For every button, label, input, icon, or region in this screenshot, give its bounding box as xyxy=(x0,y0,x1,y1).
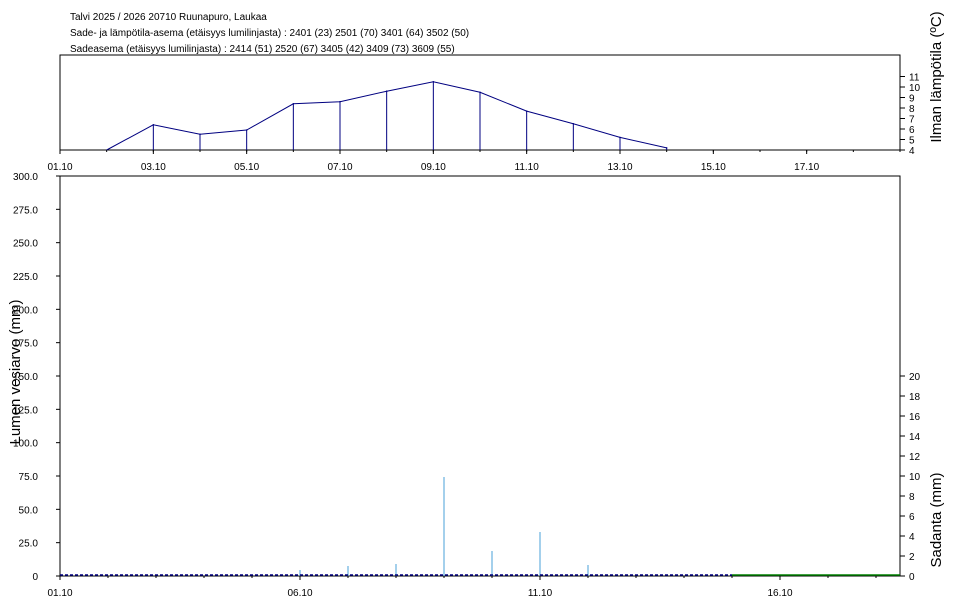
temperature-point xyxy=(665,147,668,149)
snow-y-tick-label: 175.0 xyxy=(13,339,38,350)
precip-y-tick-label: 16 xyxy=(909,412,921,423)
snow-precipitation-panel: 025.050.075.0100.0125.0150.0175.0200.022… xyxy=(13,172,921,599)
temperature-y-tick-label: 5 xyxy=(909,136,915,147)
snow-y-tick-label: 50.0 xyxy=(19,505,39,516)
precip-y-tick-label: 0 xyxy=(909,572,915,583)
temperature-point xyxy=(385,90,388,92)
temperature-y-tick-label: 9 xyxy=(909,94,915,105)
temperature-x-tick-label: 01.10 xyxy=(47,162,72,173)
temperature-point xyxy=(152,124,155,126)
snow-y-tick-label: 100.0 xyxy=(13,439,38,450)
snow-y-tick-label: 300.0 xyxy=(13,172,38,183)
temperature-x-tick-label: 03.10 xyxy=(141,162,166,173)
precip-y-tick-label: 10 xyxy=(909,472,921,483)
precip-y-tick-label: 8 xyxy=(909,492,915,503)
temperature-x-tick-label: 15.10 xyxy=(701,162,726,173)
snow-y-tick-label: 250.0 xyxy=(13,239,38,250)
temperature-axis-label: Ilman lämpötila (ºC) xyxy=(928,11,945,142)
temperature-point xyxy=(572,122,575,125)
temperature-y-tick-label: 7 xyxy=(909,115,915,126)
snow-x-tick-label: 06.10 xyxy=(287,588,312,599)
temperature-y-tick-label: 11 xyxy=(909,73,920,84)
precip-y-tick-label: 4 xyxy=(909,532,915,543)
station-line-precipitation: Sadeasema (etäisyys lumilinjasta) : 2414… xyxy=(70,44,455,55)
snow-x-tick-label: 01.10 xyxy=(47,588,72,599)
temperature-y-tick-label: 10 xyxy=(909,83,921,94)
temperature-point xyxy=(199,133,201,136)
temperature-y-tick-label: 8 xyxy=(909,104,915,115)
temperature-x-tick-label: 07.10 xyxy=(327,162,352,173)
snow-plot-frame xyxy=(59,175,901,577)
snow-axis-label: Lumen vesiarvo (mm) xyxy=(7,299,24,444)
temperature-x-tick-label: 13.10 xyxy=(607,162,632,173)
temperature-point xyxy=(245,129,248,131)
temperature-point xyxy=(432,80,435,83)
temperature-point xyxy=(339,100,341,103)
temperature-y-tick-label: 6 xyxy=(909,125,915,136)
snow-x-tick-label: 16.10 xyxy=(767,588,792,599)
snow-y-tick-label: 75.0 xyxy=(19,472,39,483)
temperature-point xyxy=(292,103,295,105)
temperature-point xyxy=(479,91,481,94)
snow-y-tick-label: 200.0 xyxy=(13,305,38,316)
temperature-x-tick-label: 09.10 xyxy=(421,162,446,173)
temperature-panel: 01.10 03.10 05.10 07.10 09.10 11.10 13.10 15.10… xyxy=(47,54,921,173)
precip-y-tick-label: 20 xyxy=(909,372,921,383)
station-line-temperature: Sade- ja lämpötila-asema (etäisyys lumil… xyxy=(70,28,470,39)
snow-y-tick-label: 0 xyxy=(32,572,38,583)
chart-title: Talvi 2025 / 2026 20710 Ruunapuro, Lauka… xyxy=(70,12,267,23)
precip-y-tick-label: 18 xyxy=(909,392,921,403)
precip-y-tick-label: 14 xyxy=(909,432,921,443)
temperature-x-tick-label: 11.10 xyxy=(515,162,540,173)
snow-y-tick-label: 275.0 xyxy=(13,205,38,216)
temperature-x-tick-label: 05.10 xyxy=(234,162,259,173)
snow-y-tick-label: 25.0 xyxy=(19,539,39,550)
precip-y-tick-label: 2 xyxy=(909,552,915,563)
temperature-y-tick-label: 4 xyxy=(909,146,915,157)
precip-y-tick-label: 12 xyxy=(909,452,921,463)
precip-y-tick-label: 6 xyxy=(909,512,915,523)
precipitation-axis-label: Sadanta (mm) xyxy=(928,472,945,567)
temperature-point xyxy=(619,136,621,139)
temperature-x-tick-label: 17.10 xyxy=(794,162,819,173)
chart-header: Talvi 2025 / 2026 20710 Ruunapuro, Lauka… xyxy=(70,10,469,58)
snow-x-tick-label: 11.10 xyxy=(528,588,553,599)
snow-y-tick-label: 125.0 xyxy=(13,405,38,416)
snow-y-tick-label: 150.0 xyxy=(13,372,38,383)
temperature-point xyxy=(525,110,528,112)
snow-y-tick-label: 225.0 xyxy=(13,272,38,283)
